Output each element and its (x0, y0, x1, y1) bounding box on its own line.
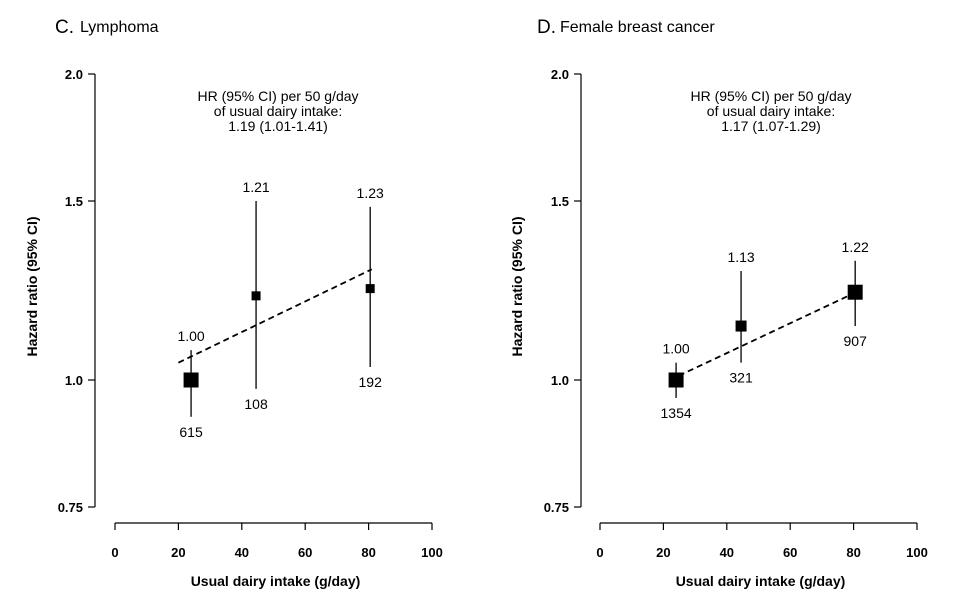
x-tick-label: 60 (783, 545, 797, 560)
y-tick-label: 2.0 (65, 67, 83, 82)
x-tick-label: 20 (171, 545, 185, 560)
panel-letter: C. (55, 17, 74, 38)
n-cases-label: 615 (179, 424, 203, 440)
y-tick-label: 0.75 (544, 500, 569, 515)
panel-title: Female breast cancer (560, 19, 715, 36)
y-tick-label: 1.5 (551, 194, 569, 209)
figure: C. Lymphoma 0.75 1.0 1.5 2.0 Hazard ratio (95%… (0, 0, 960, 599)
x-tick-label: 0 (111, 545, 118, 560)
n-cases-label: 108 (244, 396, 268, 412)
trend-line (670, 290, 860, 380)
y-tick-label: 1.5 (65, 194, 83, 209)
panel-c: C. Lymphoma 0.75 1.0 1.5 2.0 Hazard ratio (95%… (24, 17, 443, 589)
hr-annotation-line: 1.19 (1.01-1.41) (228, 118, 328, 134)
hr-value-label: 1.21 (242, 179, 269, 195)
hr-annotation-line: of usual dairy intake: (707, 103, 835, 119)
x-tick-label: 0 (596, 545, 603, 560)
n-cases-label: 321 (729, 370, 753, 386)
hr-value-label: 1.00 (177, 328, 204, 344)
x-tick-label: 60 (298, 545, 312, 560)
x-tick-label: 40 (235, 545, 249, 560)
panel-d: D. Female breast cancer 0.75 1.0 1.5 2.0 Hazar… (509, 17, 928, 589)
hr-value-label: 1.00 (662, 341, 689, 357)
y-tick-label: 2.0 (551, 67, 569, 82)
n-cases-label: 192 (359, 374, 383, 390)
x-tick-label: 40 (720, 545, 734, 560)
x-tick-label: 20 (656, 545, 670, 560)
hr-point-marker (848, 285, 863, 300)
y-axis-title: Hazard ratio (95% CI) (509, 216, 525, 356)
x-tick-label: 80 (361, 545, 375, 560)
y-axis-title: Hazard ratio (95% CI) (24, 216, 40, 356)
n-cases-label: 1354 (661, 405, 692, 421)
panel-letter: D. (537, 17, 556, 38)
x-axis-title: Usual dairy intake (g/day) (676, 573, 846, 589)
hr-point-marker (366, 284, 375, 293)
hr-value-label: 1.23 (357, 185, 384, 201)
y-tick-label: 1.0 (65, 373, 83, 388)
trend-line (178, 269, 371, 362)
x-tick-label: 100 (421, 545, 443, 560)
panel-title: Lymphoma (80, 19, 159, 36)
hr-annotation-line: of usual dairy intake: (214, 103, 342, 119)
hr-point-marker (184, 372, 199, 387)
x-axis-title: Usual dairy intake (g/day) (191, 573, 361, 589)
hr-value-label: 1.13 (727, 249, 754, 265)
y-tick-label: 1.0 (551, 373, 569, 388)
hr-annotation-line: HR (95% CI) per 50 g/day (690, 88, 851, 104)
hr-point-marker (669, 372, 684, 387)
hr-point-marker (252, 291, 261, 300)
hr-annotation-line: HR (95% CI) per 50 g/day (197, 88, 358, 104)
hr-value-label: 1.22 (842, 239, 869, 255)
n-cases-label: 907 (844, 333, 868, 349)
hr-annotation-line: 1.17 (1.07-1.29) (721, 118, 821, 134)
hr-point-marker (736, 321, 747, 332)
x-tick-label: 100 (906, 545, 928, 560)
y-tick-label: 0.75 (58, 500, 83, 515)
x-tick-label: 80 (846, 545, 860, 560)
